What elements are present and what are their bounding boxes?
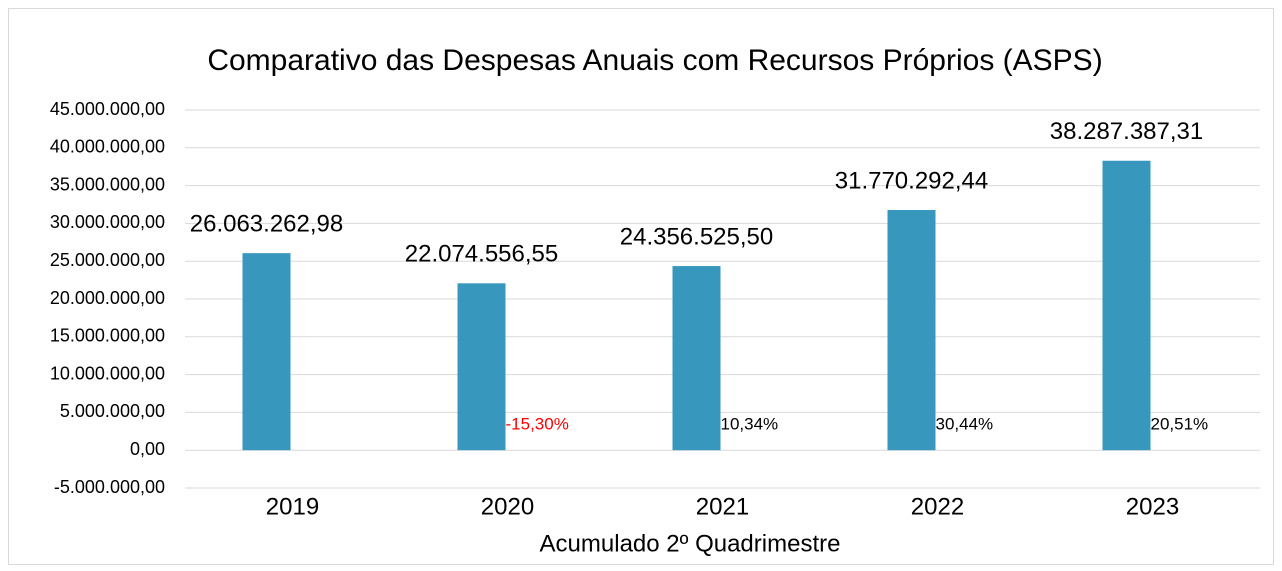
bar (672, 266, 721, 451)
y-tick-label: 25.000.000,00 (50, 250, 165, 270)
value-label: 24.356.525,50 (620, 223, 773, 250)
y-tick-label: 0,00 (130, 439, 165, 459)
growth-label: 10,34% (721, 415, 779, 434)
y-tick-label: 35.000.000,00 (50, 174, 165, 194)
y-tick-label: 10.000.000,00 (50, 363, 165, 383)
x-tick-label: 2019 (266, 493, 319, 520)
chart-title: Comparativo das Despesas Anuais com Recu… (207, 44, 1102, 77)
y-tick-label: 45.000.000,00 (50, 99, 165, 119)
x-tick-label: 2020 (481, 493, 534, 520)
growth-label: -15,30% (506, 415, 569, 434)
y-tick-label: 40.000.000,00 (50, 137, 165, 157)
x-tick-label: 2022 (911, 493, 964, 520)
bar (457, 283, 506, 451)
chart-border (8, 8, 1274, 565)
y-tick-label: -5.000.000,00 (54, 477, 165, 497)
bar (242, 253, 291, 451)
x-tick-label: 2021 (696, 493, 749, 520)
growth-label: 30,44% (936, 415, 994, 434)
y-tick-label: 20.000.000,00 (50, 288, 165, 308)
x-tick-label: 2023 (1126, 493, 1179, 520)
growth-label: 20,51% (1151, 415, 1209, 434)
y-tick-label: 15.000.000,00 (50, 326, 165, 346)
bar (1102, 160, 1151, 451)
value-label: 31.770.292,44 (835, 167, 988, 194)
bar (887, 210, 936, 451)
value-label: 22.074.556,55 (405, 241, 558, 268)
y-tick-label: 5.000.000,00 (60, 401, 165, 421)
value-label: 26.063.262,98 (190, 211, 343, 238)
x-axis-title: Acumulado 2º Quadrimestre (540, 530, 841, 557)
value-label: 38.287.387,31 (1050, 118, 1203, 145)
y-tick-label: 30.000.000,00 (50, 212, 165, 232)
